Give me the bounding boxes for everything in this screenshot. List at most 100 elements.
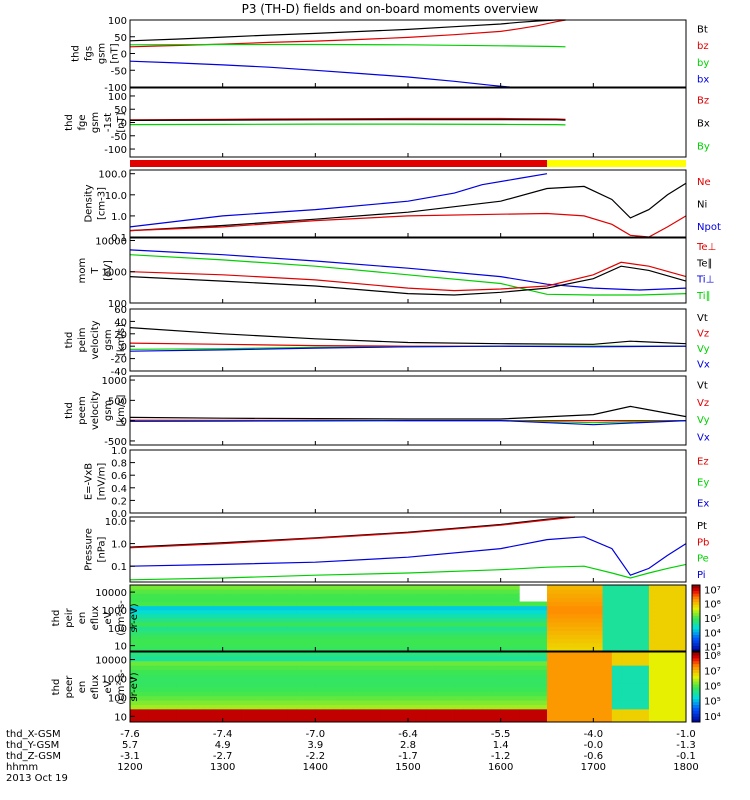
spectrogram-cell	[630, 665, 641, 670]
spectrogram-cell	[463, 597, 474, 602]
spectrogram-cell	[278, 589, 289, 594]
spectrogram-cell	[463, 618, 474, 623]
y-tick-label: 0	[121, 50, 127, 61]
ephemeris-value: 3.9	[307, 740, 323, 751]
spectrogram-cell	[380, 642, 390, 648]
colorbar-tick-label: 10⁵	[704, 697, 721, 708]
spectrogram-cell	[157, 700, 168, 705]
series-black	[129, 516, 575, 548]
spectrogram-cell	[139, 713, 150, 719]
panel-frame	[129, 516, 687, 583]
spectrogram-cell	[380, 687, 390, 692]
spectrogram-cell	[296, 613, 307, 619]
spectrogram-cell	[611, 700, 622, 705]
spectrogram-cell	[648, 593, 659, 598]
spectrogram-cell	[287, 642, 298, 648]
spectrogram-cell	[148, 687, 159, 692]
y-tick-label: 1000	[102, 606, 127, 617]
spectrogram-cell	[278, 652, 289, 657]
spectrogram-cell	[296, 618, 307, 623]
spectrogram-cell	[667, 708, 678, 714]
spectrogram-cell	[194, 585, 205, 590]
spectrogram-cell	[306, 630, 316, 635]
spectrogram-cell	[556, 700, 567, 705]
colorbar-tick-label: 10⁶	[704, 681, 721, 692]
spectrogram-cell	[500, 669, 511, 675]
spectrogram-cell	[426, 678, 437, 684]
spectrogram-cell	[204, 678, 214, 684]
spectrogram-cell	[222, 678, 233, 684]
spectrogram-cell	[389, 634, 400, 640]
spectrogram-cell	[157, 601, 168, 607]
spectrogram-cell	[185, 682, 196, 688]
spectrogram-cell	[157, 605, 168, 611]
spectrogram-cell	[278, 618, 289, 623]
spectrogram-cell	[565, 605, 576, 611]
spectrogram-cell	[241, 656, 251, 662]
spectrogram-cell	[593, 691, 604, 697]
spectrogram-cell	[287, 678, 298, 684]
spectrogram-cell	[676, 713, 687, 719]
y-axis-label: eflux	[90, 675, 101, 700]
spectrogram-cell	[130, 638, 140, 644]
spectrogram-cell	[398, 717, 409, 723]
spectrogram-cell	[389, 687, 400, 692]
spectrogram-cell	[259, 665, 270, 670]
spectrogram-cell	[602, 669, 613, 675]
spectrogram-cell	[528, 630, 539, 635]
spectrogram-cell	[185, 638, 196, 644]
spectrogram-cell	[241, 601, 251, 607]
spectrogram-cell	[306, 713, 316, 719]
spectrogram-cell	[445, 652, 455, 657]
spectrogram-cell	[194, 646, 205, 652]
spectrogram-cell	[167, 695, 177, 701]
spectrogram-cell	[213, 634, 224, 640]
spectrogram-cell	[278, 704, 289, 710]
spectrogram-cell	[574, 618, 585, 623]
spectrogram-cell	[241, 682, 251, 688]
spectrogram-cell	[241, 585, 251, 590]
legend-Vz: Vz	[697, 398, 709, 409]
spectrogram-cell	[194, 669, 205, 675]
spectrogram-cell	[324, 589, 335, 594]
spectrogram-cell	[370, 585, 381, 590]
spectrogram-cell	[250, 618, 261, 623]
spectrogram-cell	[667, 609, 678, 615]
spectrogram-cell	[269, 618, 279, 623]
spectrogram-cell	[139, 589, 150, 594]
spectrogram-cell	[352, 618, 363, 623]
spectrogram-cell	[315, 638, 326, 644]
colorbar-segment	[692, 675, 700, 679]
spectrogram-cell	[148, 630, 159, 635]
spectrogram-cell	[639, 656, 650, 662]
legend-Te∥: Te∥	[696, 258, 713, 269]
spectrogram-cell	[259, 682, 270, 688]
spectrogram-cell	[148, 652, 159, 657]
spectrogram-cell	[621, 605, 631, 611]
spectrogram-cell	[250, 630, 261, 635]
spectrogram-cell	[574, 613, 585, 619]
spectrogram-cell	[537, 618, 548, 623]
y-axis-label: [nT]	[116, 112, 127, 132]
spectrogram-cell	[324, 613, 335, 619]
spectrogram-cell	[389, 665, 400, 670]
spectrogram-cell	[537, 717, 548, 723]
spectrogram-cell	[231, 708, 242, 714]
spectrogram-cell	[519, 605, 529, 611]
spectrogram-cell	[491, 673, 502, 679]
spectrogram-cell	[278, 682, 289, 688]
spectrogram-cell	[204, 691, 214, 697]
spectrogram-cell	[509, 630, 520, 635]
spectrogram-cell	[556, 678, 567, 684]
spectrogram-cell	[361, 609, 372, 615]
spectrogram-cell	[435, 585, 446, 590]
spectrogram-cell	[370, 669, 381, 675]
spectrogram-cell	[259, 700, 270, 705]
spectrogram-cell	[176, 717, 187, 723]
series-green	[129, 123, 566, 126]
spectrogram-cell	[157, 717, 168, 723]
colorbar-segment	[692, 637, 700, 641]
spectrogram-cell	[667, 638, 678, 644]
spectrogram-cell	[398, 630, 409, 635]
